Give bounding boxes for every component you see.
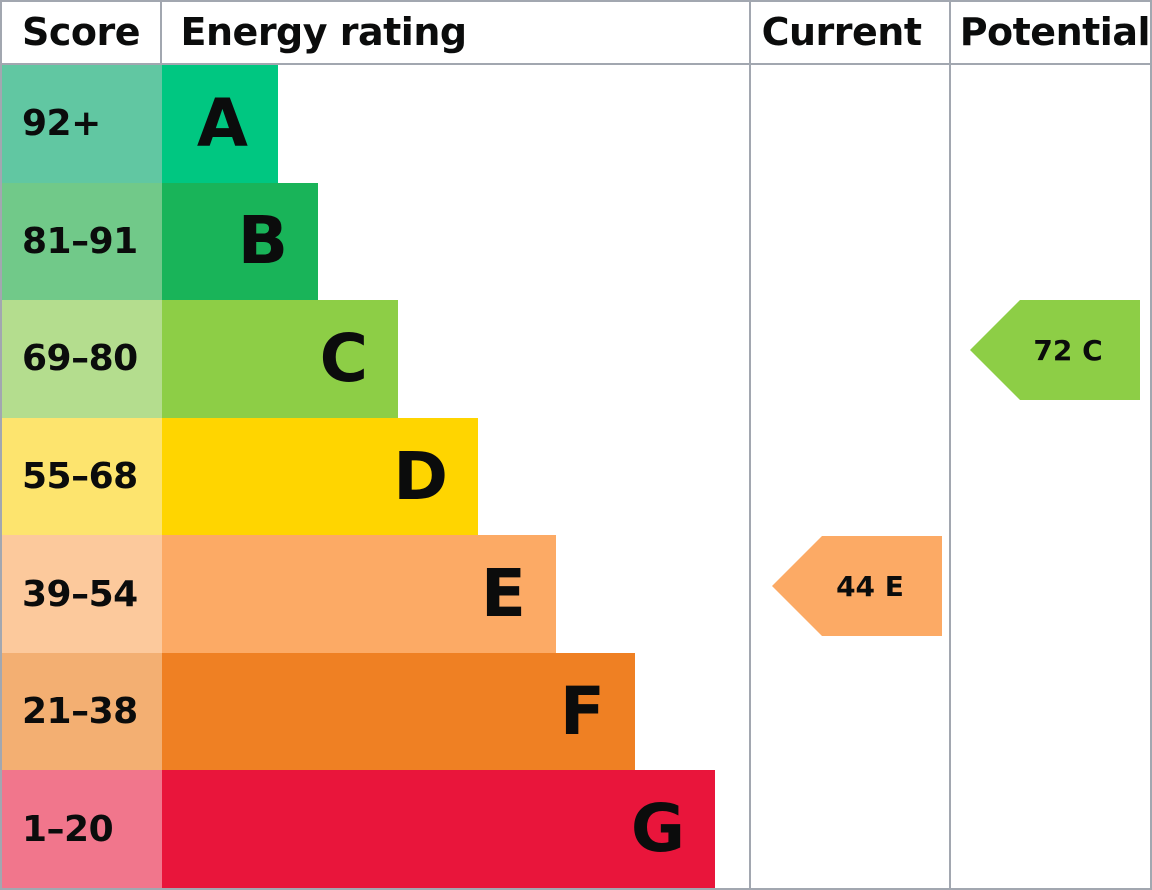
potential-column-header: Potential [959,10,1150,54]
potential-column-divider [949,2,951,888]
band-f-score-cell: 21–38 [2,652,162,771]
band-row-d: 55–68 D [2,417,1150,536]
current-arrow-shape [772,536,942,636]
band-g-bar: G [162,770,715,888]
band-b-bar: B [162,182,318,301]
band-e-bar: E [162,535,556,653]
header-divider-line [2,63,1150,65]
band-g-letter: G [630,790,685,868]
potential-rating-label: 72 C [1033,334,1102,367]
band-b-letter: B [237,202,288,280]
band-row-c: 69–80 C [2,300,1150,418]
band-d-letter: D [393,437,448,515]
band-c-letter: C [319,319,368,397]
current-rating-label: 44 E [836,570,904,603]
score-column-divider [160,2,162,63]
band-a-score-cell: 92+ [2,65,162,183]
band-row-g: 1–20 G [2,770,1150,888]
band-rows: 92+ A 81–91 B 69–80 C 55–68 D 39–54 [2,65,1150,888]
band-g-score-cell: 1–20 [2,770,162,888]
band-c-score-cell: 69–80 [2,300,162,418]
band-a-letter: A [196,84,248,162]
band-f-bar: F [162,652,635,771]
band-row-f: 21–38 F [2,652,1150,771]
band-row-a: 92+ A [2,65,1150,183]
band-d-bar: D [162,417,478,536]
band-row-b: 81–91 B [2,182,1150,301]
band-f-letter: F [559,672,605,750]
current-column-divider [749,2,751,888]
chart-header-row: Score Energy rating Current Potential [2,2,1150,63]
current-rating-arrow: 44 E [772,536,942,636]
band-a-bar: A [162,65,278,183]
band-c-bar: C [162,300,398,418]
potential-arrow-shape [970,300,1140,400]
potential-rating-arrow: 72 C [970,300,1140,400]
current-column-header: Current [761,10,922,54]
band-e-score-cell: 39–54 [2,535,162,653]
band-e-letter: E [480,555,526,633]
energy-rating-column-header: Energy rating [180,10,468,54]
band-b-score-cell: 81–91 [2,182,162,301]
score-column-header: Score [22,10,141,54]
band-d-score-cell: 55–68 [2,417,162,536]
band-row-e: 39–54 E [2,535,1150,653]
